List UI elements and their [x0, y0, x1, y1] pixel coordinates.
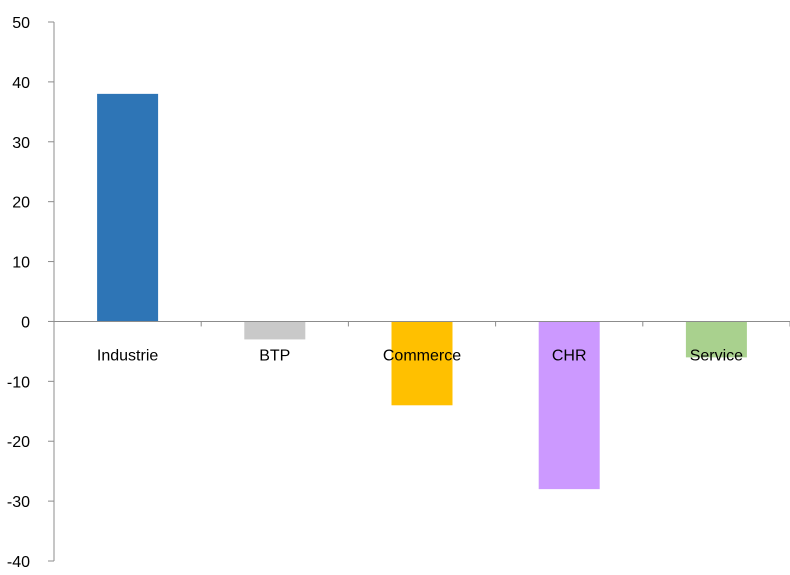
- bar-btp: [244, 321, 306, 340]
- bar-industrie: [97, 93, 159, 322]
- y-tick-label: 40: [12, 75, 30, 92]
- y-axis: 50 40 30 20 10 0 -10 -20 -30 -40: [7, 15, 55, 571]
- category-label-industrie: Industrie: [97, 347, 158, 364]
- y-tick-label: -40: [7, 554, 30, 571]
- category-label-commerce: Commerce: [383, 347, 461, 364]
- x-axis: [54, 320, 790, 327]
- y-tick-label: -10: [7, 374, 30, 391]
- y-tick-label: -20: [7, 434, 30, 451]
- y-tick-label: 10: [12, 255, 30, 272]
- bar-service: [685, 321, 747, 358]
- category-label-service: Service: [690, 347, 743, 364]
- bars: [97, 93, 747, 490]
- category-label-btp: BTP: [259, 347, 290, 364]
- y-tick-label: 50: [12, 15, 30, 32]
- y-tick-label: 20: [12, 195, 30, 212]
- category-labels: Industrie BTP Commerce CHR Service: [97, 347, 743, 364]
- y-tick-label: -30: [7, 494, 30, 511]
- bar-commerce: [391, 321, 453, 406]
- bar-chr: [538, 321, 600, 490]
- y-tick-label: 0: [21, 314, 30, 331]
- y-tick-label: 30: [12, 135, 30, 152]
- category-label-chr: CHR: [552, 347, 587, 364]
